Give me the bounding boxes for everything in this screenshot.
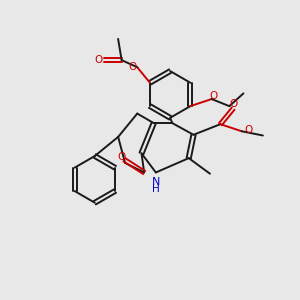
- Text: O: O: [129, 62, 137, 72]
- Text: O: O: [117, 152, 126, 162]
- Text: N: N: [152, 177, 160, 187]
- Text: O: O: [244, 125, 253, 135]
- Text: O: O: [230, 99, 238, 110]
- Text: O: O: [210, 91, 218, 101]
- Text: O: O: [94, 55, 102, 65]
- Text: H: H: [152, 184, 160, 194]
